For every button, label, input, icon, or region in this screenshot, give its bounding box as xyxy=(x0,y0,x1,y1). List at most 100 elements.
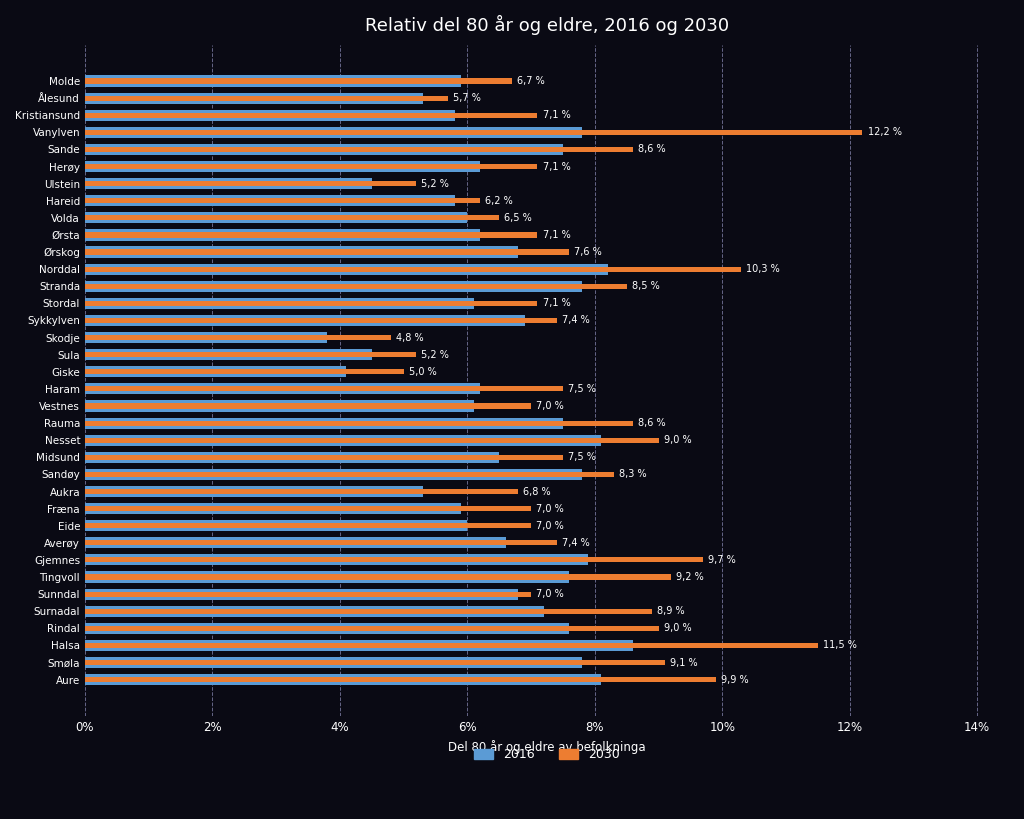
Bar xyxy=(85,283,627,289)
Bar xyxy=(85,181,417,186)
Bar xyxy=(85,609,652,613)
Bar xyxy=(85,452,499,463)
Bar xyxy=(85,315,524,326)
Text: 6,2 %: 6,2 % xyxy=(485,196,513,206)
Bar xyxy=(85,383,480,395)
Bar xyxy=(85,110,455,120)
Bar xyxy=(85,349,372,360)
Bar xyxy=(85,468,582,480)
Text: 7,1 %: 7,1 % xyxy=(543,298,570,309)
Text: 8,6 %: 8,6 % xyxy=(638,144,666,155)
Bar xyxy=(85,591,531,597)
Text: 9,9 %: 9,9 % xyxy=(721,675,749,685)
Bar xyxy=(85,161,480,172)
Text: 7,4 %: 7,4 % xyxy=(561,538,590,548)
Bar xyxy=(85,247,518,258)
Bar xyxy=(85,472,614,477)
Bar xyxy=(85,558,703,563)
Bar xyxy=(85,335,391,340)
Text: 7,0 %: 7,0 % xyxy=(537,521,564,531)
Bar xyxy=(85,506,531,511)
Bar xyxy=(85,404,531,409)
Text: 8,5 %: 8,5 % xyxy=(632,281,659,292)
Text: 6,5 %: 6,5 % xyxy=(504,213,532,223)
Text: 9,1 %: 9,1 % xyxy=(670,658,697,667)
Text: 5,7 %: 5,7 % xyxy=(454,93,481,103)
Bar xyxy=(85,198,480,203)
Bar xyxy=(85,352,417,357)
Bar xyxy=(85,164,538,169)
Text: 12,2 %: 12,2 % xyxy=(867,127,901,138)
Bar xyxy=(85,212,467,224)
Text: 9,0 %: 9,0 % xyxy=(664,623,691,633)
Bar xyxy=(85,489,518,494)
Bar xyxy=(85,233,538,238)
Text: 10,3 %: 10,3 % xyxy=(746,265,780,274)
X-axis label: Del 80 år og eldre av befolkninga: Del 80 år og eldre av befolkninga xyxy=(449,740,646,754)
Bar xyxy=(85,455,563,459)
Bar xyxy=(85,298,474,309)
Bar xyxy=(85,229,480,241)
Legend: 2016, 2030: 2016, 2030 xyxy=(469,744,625,767)
Bar xyxy=(85,418,563,428)
Bar xyxy=(85,264,607,274)
Text: 7,1 %: 7,1 % xyxy=(543,161,570,171)
Bar xyxy=(85,127,582,138)
Bar xyxy=(85,660,665,665)
Bar xyxy=(85,589,518,600)
Bar xyxy=(85,606,544,617)
Bar xyxy=(85,437,658,443)
Bar xyxy=(85,674,601,686)
Text: 7,5 %: 7,5 % xyxy=(568,452,596,462)
Bar xyxy=(85,215,499,220)
Text: 5,2 %: 5,2 % xyxy=(422,350,450,360)
Text: 6,7 %: 6,7 % xyxy=(517,76,545,86)
Bar xyxy=(85,541,557,545)
Bar xyxy=(85,435,601,446)
Bar xyxy=(85,640,633,651)
Text: 4,8 %: 4,8 % xyxy=(396,333,424,342)
Text: 7,0 %: 7,0 % xyxy=(537,401,564,411)
Text: 9,7 %: 9,7 % xyxy=(709,555,736,565)
Bar xyxy=(85,129,862,135)
Bar xyxy=(85,643,818,648)
Bar xyxy=(85,677,716,682)
Text: 5,2 %: 5,2 % xyxy=(422,179,450,188)
Bar xyxy=(85,147,633,152)
Bar xyxy=(85,520,467,532)
Text: 9,0 %: 9,0 % xyxy=(664,435,691,446)
Text: 5,0 %: 5,0 % xyxy=(409,367,436,377)
Bar xyxy=(85,195,455,206)
Bar xyxy=(85,657,582,668)
Bar xyxy=(85,486,423,497)
Bar xyxy=(85,369,403,374)
Text: 8,3 %: 8,3 % xyxy=(618,469,646,479)
Bar xyxy=(85,178,372,189)
Bar xyxy=(85,622,569,634)
Bar xyxy=(85,96,449,101)
Bar xyxy=(85,574,672,580)
Bar xyxy=(85,144,563,155)
Text: 7,0 %: 7,0 % xyxy=(537,504,564,514)
Text: 8,6 %: 8,6 % xyxy=(638,418,666,428)
Bar xyxy=(85,75,461,87)
Text: 7,5 %: 7,5 % xyxy=(568,384,596,394)
Bar xyxy=(85,79,512,84)
Text: 9,2 %: 9,2 % xyxy=(677,572,705,582)
Bar xyxy=(85,281,582,292)
Text: 7,1 %: 7,1 % xyxy=(543,230,570,240)
Text: 11,5 %: 11,5 % xyxy=(823,640,857,650)
Bar xyxy=(85,387,563,391)
Text: 7,4 %: 7,4 % xyxy=(561,315,590,325)
Bar xyxy=(85,572,569,582)
Bar xyxy=(85,554,589,565)
Bar xyxy=(85,250,569,255)
Text: 7,1 %: 7,1 % xyxy=(543,111,570,120)
Bar xyxy=(85,93,423,104)
Title: Relativ del 80 år og eldre, 2016 og 2030: Relativ del 80 år og eldre, 2016 og 2030 xyxy=(365,15,729,35)
Text: 8,9 %: 8,9 % xyxy=(657,606,685,616)
Bar xyxy=(85,537,506,549)
Bar xyxy=(85,366,346,378)
Bar xyxy=(85,267,741,272)
Text: 7,0 %: 7,0 % xyxy=(537,589,564,600)
